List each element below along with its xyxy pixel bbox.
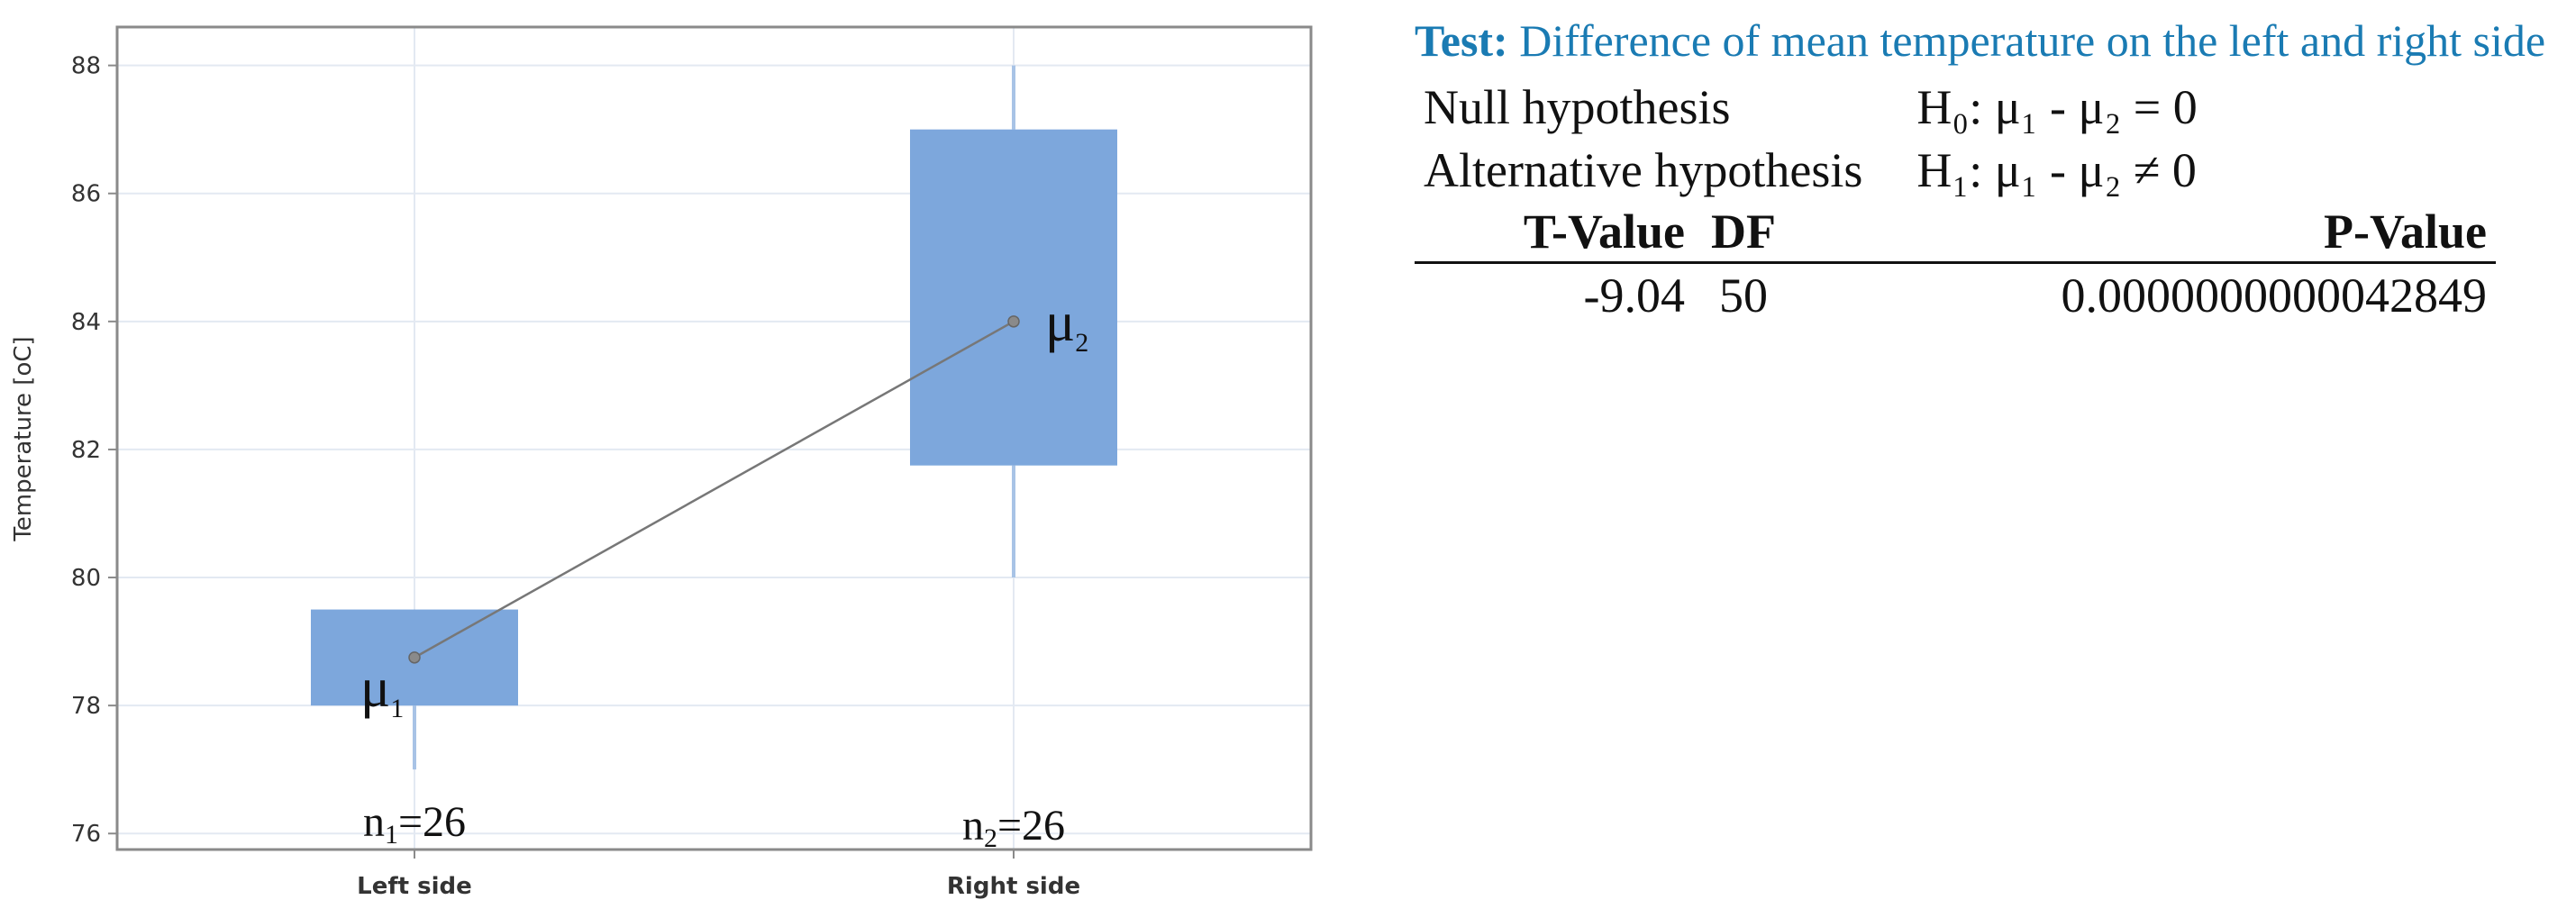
alt-hypothesis-expr: H₁: μ₁ - μ₂ ≠ 0	[1916, 143, 2197, 197]
x-category-label: Left side	[357, 873, 472, 900]
t-value-header: T-Value	[1415, 202, 1694, 264]
sample-size-value: =26	[997, 802, 1065, 850]
sample-size-subscript: 2	[984, 823, 997, 853]
sample-size-value: =26	[398, 798, 466, 846]
result-header-row: T-Value DF P-Value	[1415, 202, 2496, 264]
result-row: -9.04 50 0.0000000000042849	[1415, 263, 2496, 328]
y-tick-label: 80	[71, 565, 101, 592]
alt-hypothesis-label: Alternative hypothesis	[1424, 143, 1863, 197]
sample-size-label: n2=26	[962, 802, 1065, 853]
grid-layer	[108, 27, 1311, 859]
mean-label-subscript: 1	[390, 694, 404, 723]
result-table: T-Value DF P-Value -9.04 50 0.0000000000…	[1415, 202, 2496, 327]
null-hypothesis-label: Null hypothesis	[1424, 80, 1731, 134]
y-tick-label: 82	[71, 437, 101, 464]
mean-marker	[408, 651, 421, 664]
sample-size-subscript: 1	[385, 820, 398, 850]
p-value-header: P-Value	[1793, 202, 2496, 264]
mean-label-subscript: 2	[1075, 328, 1088, 358]
boxplot-chart: 76 78 80 82 84 86 88 Left side Right side μ1 n1=26…	[10, 25, 1313, 900]
null-hypothesis-row: Null hypothesis H₀: μ₁ - μ₂ = 0	[1424, 76, 2198, 139]
plot-frame	[115, 25, 1313, 851]
x-category-label: Right side	[947, 873, 1080, 900]
df-header: DF	[1694, 202, 1793, 264]
test-results-panel: Test: Difference of mean temperature on …	[1415, 11, 2568, 327]
mean-marker	[1007, 315, 1020, 328]
box-iqr	[910, 129, 1117, 466]
sample-size-symbol: n	[363, 798, 385, 846]
y-tick-label: 84	[71, 309, 101, 336]
alt-hypothesis-row: Alternative hypothesis H₁: μ₁ - μ₂ ≠ 0	[1424, 139, 2198, 202]
y-tick-label: 86	[71, 181, 101, 208]
sample-size-symbol: n	[962, 802, 984, 850]
test-heading-bold: Test:	[1415, 15, 1508, 66]
box-layer	[311, 65, 1117, 770]
hypothesis-table: Null hypothesis H₀: μ₁ - μ₂ = 0 Alternat…	[1424, 76, 2198, 202]
t-value-cell: -9.04	[1583, 268, 1685, 323]
y-tick-label: 78	[71, 693, 101, 720]
y-tick-label: 88	[71, 53, 101, 80]
df-cell: 50	[1719, 268, 1768, 323]
sample-size-label: n1=26	[363, 798, 466, 850]
mean-connect-line	[414, 320, 1015, 659]
test-heading-text: Difference of mean temperature on the le…	[1507, 15, 2546, 66]
null-hypothesis-expr: H₀: μ₁ - μ₂ = 0	[1916, 80, 2198, 134]
y-tick-label: 76	[71, 821, 101, 848]
test-heading: Test: Difference of mean temperature on …	[1415, 11, 2568, 70]
p-value-cell: 0.0000000000042849	[2061, 268, 2488, 323]
y-axis-title: Temperature [oC]	[10, 336, 37, 541]
